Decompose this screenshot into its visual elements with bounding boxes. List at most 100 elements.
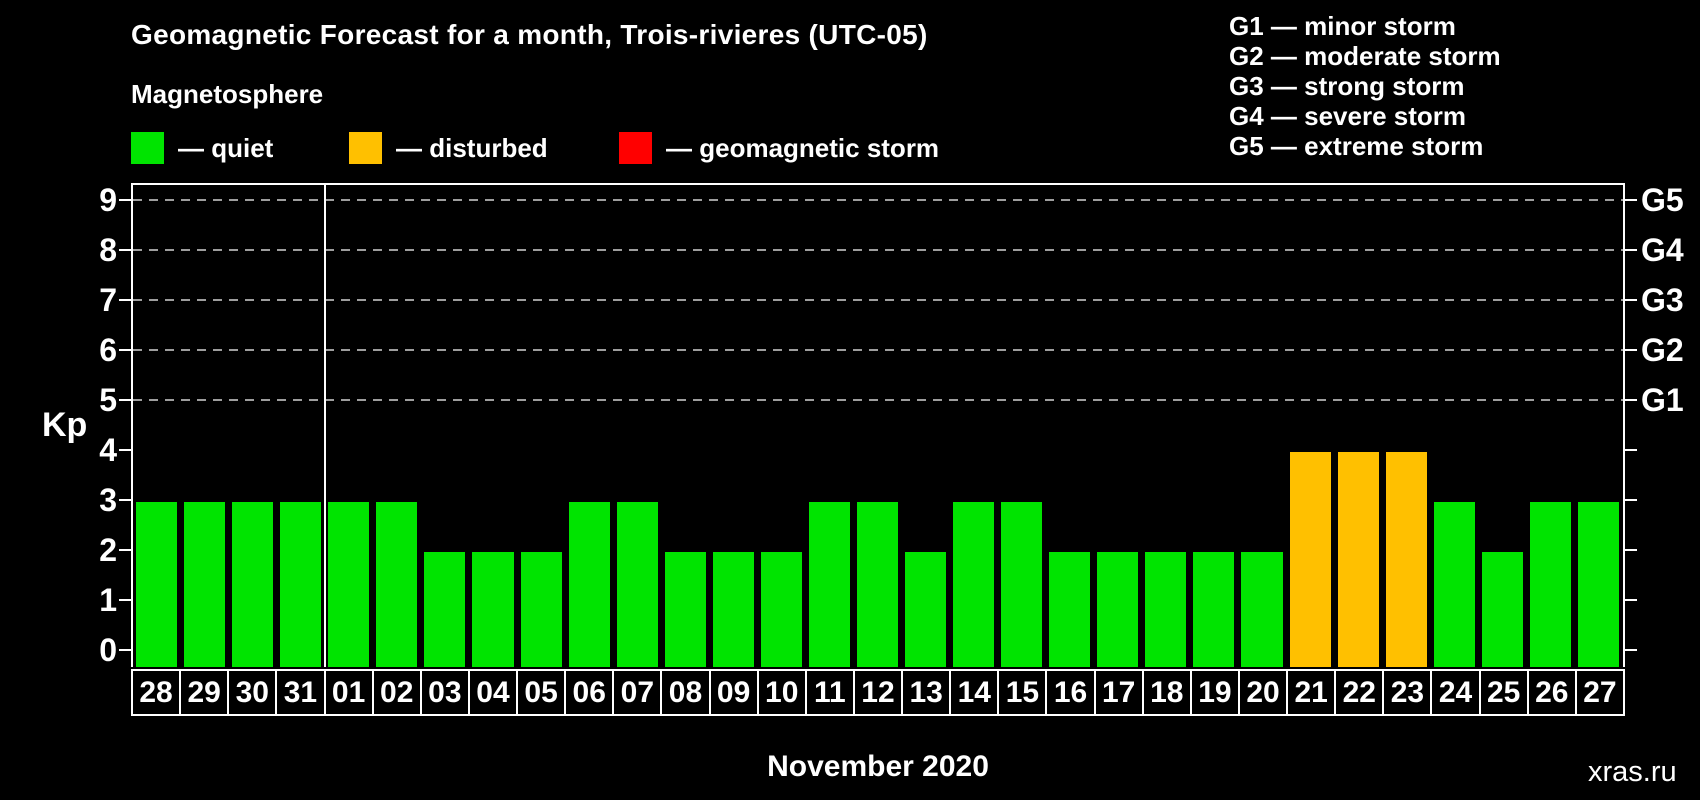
day-label-03: 03 — [419, 669, 470, 716]
g4-legend-line: G4 — severe storm — [1229, 101, 1467, 131]
storm-color-swatch — [619, 132, 652, 164]
kp-bar-22 — [1337, 452, 1379, 667]
legend-item-quiet: — quiet — [131, 131, 273, 165]
kp-bar-30 — [232, 502, 274, 667]
day-label-20: 20 — [1237, 669, 1289, 716]
day-label-29: 29 — [179, 669, 230, 716]
y-tick-right-3 — [1625, 499, 1637, 501]
g3-legend-line: G3 — strong storm — [1229, 71, 1465, 101]
day-label-23: 23 — [1382, 669, 1433, 716]
day-label-21: 21 — [1286, 669, 1337, 716]
kp-bar-17 — [1097, 552, 1139, 667]
day-label-01: 01 — [323, 669, 374, 716]
g-scale-label-g1: G1 — [1641, 382, 1684, 418]
y-axis-label-1: 1 — [99, 582, 117, 618]
legend-label-disturbed: — disturbed — [396, 132, 548, 163]
g-scale-label-g2: G2 — [1641, 332, 1684, 368]
day-label-30: 30 — [227, 669, 278, 716]
kp-bar-26 — [1529, 502, 1571, 667]
y-axis-label-8: 8 — [99, 232, 117, 268]
y-tick-left-0 — [119, 649, 131, 651]
y-tick-right-6 — [1625, 349, 1637, 351]
day-label-28: 28 — [131, 669, 182, 716]
y-tick-left-1 — [119, 599, 131, 601]
y-axis-label-0: 0 — [99, 632, 117, 668]
kp-bar-16 — [1049, 552, 1091, 667]
kp-bar-13 — [905, 552, 947, 667]
kp-bar-19 — [1193, 552, 1235, 667]
day-label-10: 10 — [756, 669, 807, 716]
storm-scale-legend: G1 — minor storm G2 — moderate storm G3 … — [1229, 11, 1501, 161]
day-label-19: 19 — [1189, 669, 1240, 716]
kp-bar-01 — [328, 502, 370, 667]
kp-bar-02 — [376, 502, 418, 667]
y-axis-label-4: 4 — [99, 432, 117, 468]
y-axis-label-6: 6 — [99, 332, 117, 368]
day-label-08: 08 — [660, 669, 711, 716]
gridline-kp8 — [133, 249, 1623, 251]
y-tick-left-6 — [119, 349, 131, 351]
day-label-14: 14 — [949, 669, 1000, 716]
kp-bar-10 — [760, 552, 802, 667]
gridline-kp5 — [133, 399, 1623, 401]
day-label-07: 07 — [612, 669, 663, 716]
kp-bar-12 — [856, 502, 899, 667]
y-tick-right-0 — [1625, 649, 1637, 651]
g5-legend-line: G5 — extreme storm — [1229, 131, 1484, 161]
g1-legend-line: G1 — minor storm — [1229, 11, 1456, 41]
kp-bar-15 — [1001, 502, 1043, 667]
day-label-16: 16 — [1045, 669, 1096, 716]
y-tick-right-8 — [1625, 249, 1637, 251]
y-tick-left-9 — [119, 199, 131, 201]
y-tick-left-4 — [119, 449, 131, 451]
kp-bar-31 — [280, 502, 322, 667]
y-tick-right-7 — [1625, 299, 1637, 301]
day-label-09: 09 — [708, 669, 759, 716]
plot-area — [131, 183, 1625, 667]
day-label-31: 31 — [275, 669, 326, 716]
day-label-05: 05 — [516, 669, 567, 716]
g-scale-label-g5: G5 — [1641, 182, 1684, 218]
y-tick-right-4 — [1625, 449, 1637, 451]
kp-bar-27 — [1577, 502, 1619, 667]
day-label-22: 22 — [1334, 669, 1385, 716]
kp-bar-28 — [136, 502, 178, 667]
day-label-12: 12 — [852, 669, 904, 716]
day-label-25: 25 — [1478, 669, 1529, 716]
g-scale-label-g4: G4 — [1641, 232, 1684, 268]
day-label-24: 24 — [1430, 669, 1481, 716]
kp-bar-21 — [1289, 452, 1331, 667]
day-label-18: 18 — [1141, 669, 1192, 716]
kp-bar-25 — [1481, 552, 1523, 667]
gridline-kp6 — [133, 349, 1623, 351]
day-label-04: 04 — [467, 669, 519, 716]
kp-bar-03 — [424, 552, 466, 667]
day-label-06: 06 — [564, 669, 615, 716]
kp-bar-20 — [1241, 552, 1283, 667]
kp-bar-07 — [616, 502, 658, 667]
y-axis-label-7: 7 — [99, 282, 117, 318]
legend-label-quiet: — quiet — [178, 132, 274, 163]
gridline-kp9 — [133, 199, 1623, 201]
kp-bar-06 — [568, 502, 610, 667]
y-tick-left-5 — [119, 399, 131, 401]
kp-bar-29 — [184, 502, 226, 667]
y-tick-left-2 — [119, 549, 131, 551]
y-axis-label-5: 5 — [99, 382, 117, 418]
day-label-15: 15 — [997, 669, 1048, 716]
day-label-11: 11 — [804, 669, 855, 716]
legend-item-storm: — geomagnetic storm — [619, 131, 939, 165]
legend-label-storm: — geomagnetic storm — [666, 132, 940, 163]
kp-bar-04 — [472, 552, 514, 667]
kp-bar-23 — [1385, 452, 1427, 667]
y-tick-right-1 — [1625, 599, 1637, 601]
x-axis-title: November 2020 — [767, 750, 989, 783]
kp-bar-05 — [520, 552, 562, 667]
y-tick-left-7 — [119, 299, 131, 301]
g2-legend-line: G2 — moderate storm — [1229, 41, 1501, 71]
g-scale-label-g3: G3 — [1641, 282, 1684, 318]
page-title: Geomagnetic Forecast for a month, Trois-… — [131, 19, 928, 50]
day-label-27: 27 — [1574, 669, 1625, 716]
kp-bar-09 — [712, 552, 754, 667]
